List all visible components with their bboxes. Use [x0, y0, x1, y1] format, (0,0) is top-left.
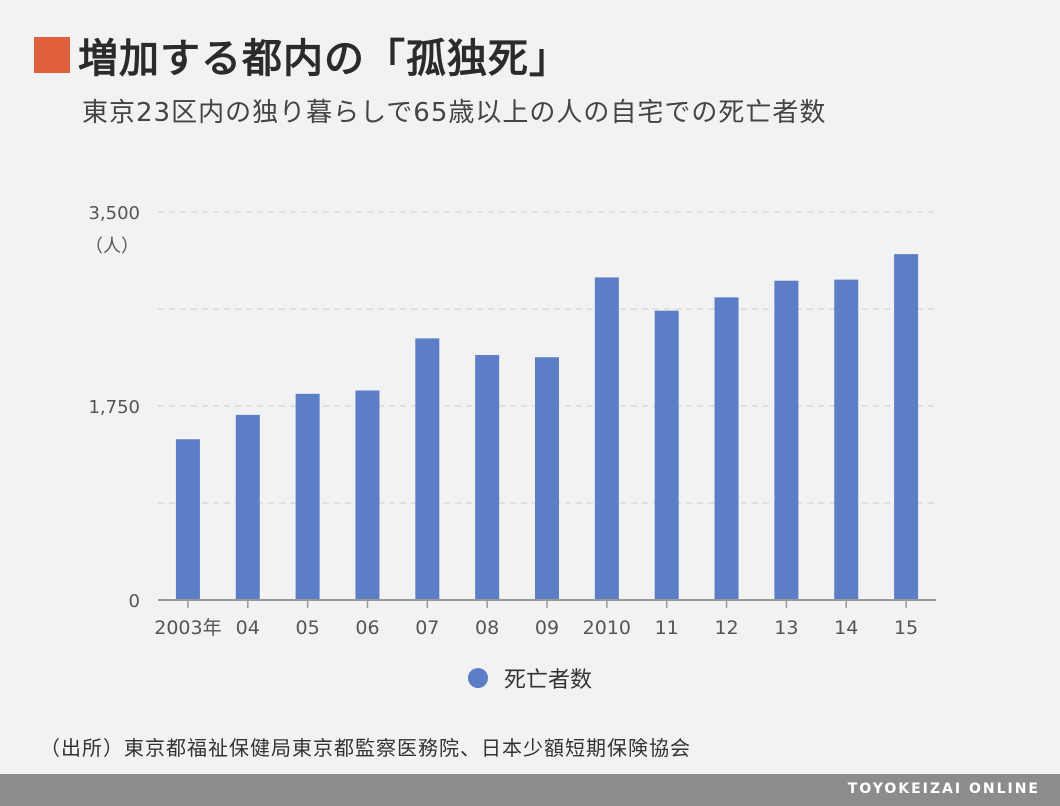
x-tick-label: 2010	[583, 617, 631, 639]
title-row: 増加する都内の「孤独死」	[34, 30, 570, 82]
bar	[295, 393, 320, 600]
x-tick-label: 12	[714, 617, 738, 639]
page-subtitle: 東京23区内の独り暮らしで65歳以上の人の自宅での死亡者数	[82, 98, 827, 128]
x-tick-label: 14	[834, 617, 858, 639]
bar	[355, 390, 380, 600]
bar	[475, 355, 500, 600]
bar	[654, 310, 679, 600]
bar	[415, 338, 440, 600]
x-tick-label: 05	[296, 617, 320, 639]
x-tick-label: 15	[894, 617, 918, 639]
bar	[594, 277, 619, 600]
y-tick-label: 3,500	[88, 203, 140, 224]
y-unit-label: （人）	[85, 236, 139, 257]
x-tick-label: 07	[415, 617, 439, 639]
x-tick-label: 2003年	[154, 617, 221, 639]
legend-marker-icon	[468, 668, 488, 688]
x-tick-label: 06	[355, 617, 379, 639]
title-square-icon	[34, 37, 70, 73]
bar	[535, 357, 559, 600]
bar	[175, 439, 200, 600]
bar-chart: 0 1,750 3,500 （人） 2003年 04 05 06 07 08 09 2010 11 12 1…	[85, 203, 936, 639]
bar	[774, 280, 799, 600]
source-note: （出所）東京都福祉保健局東京都監察医務院、日本少額短期保険協会	[40, 736, 691, 760]
footer-brand: TOYOKEIZAI ONLINE	[847, 781, 1040, 797]
y-tick-label: 1,750	[88, 397, 140, 418]
page-title: 増加する都内の「孤独死」	[78, 36, 570, 82]
x-tick-label: 04	[236, 617, 260, 639]
x-tick-label: 09	[535, 617, 559, 639]
bar	[235, 414, 260, 600]
x-tick-label: 13	[774, 617, 798, 639]
footer-bar: TOYOKEIZAI ONLINE	[0, 774, 1060, 806]
legend: 死亡者数	[468, 662, 592, 694]
y-tick-label: 0	[129, 591, 140, 612]
bar	[714, 297, 739, 600]
x-tick-label: 11	[655, 617, 679, 639]
legend-label: 死亡者数	[504, 668, 593, 693]
x-tick-label: 08	[475, 617, 499, 639]
bar	[834, 279, 859, 600]
bar	[894, 254, 919, 600]
